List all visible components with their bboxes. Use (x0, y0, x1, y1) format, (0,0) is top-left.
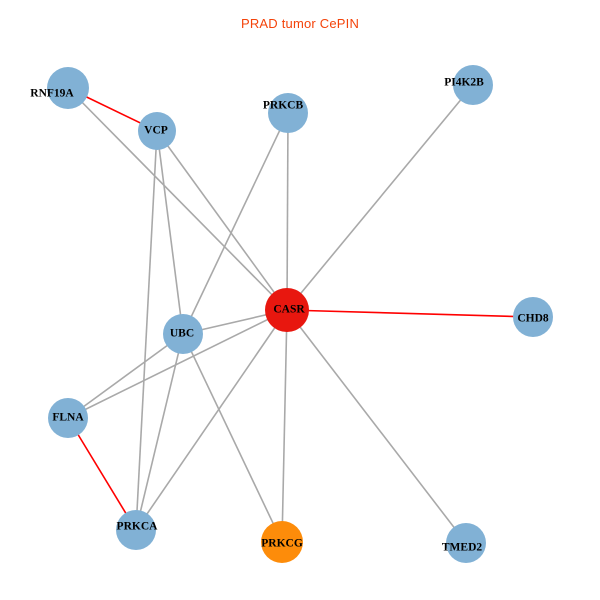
edge-vcp-casr (156, 130, 288, 311)
node-chd8[interactable]: CHD8 (513, 297, 553, 337)
edge-pi4k2b-casr (286, 84, 474, 311)
edge-vcp-prkca (135, 130, 158, 531)
edge-casr-tmed2 (286, 309, 467, 544)
node-label-prkca: PRKCA (117, 521, 159, 533)
node-pi4k2b[interactable]: PI4K2B (444, 65, 493, 105)
node-prkca[interactable]: PRKCA (116, 510, 158, 550)
node-label-chd8: CHD8 (517, 313, 549, 325)
node-tmed2[interactable]: TMED2 (442, 523, 486, 563)
node-circle-flna[interactable] (48, 398, 88, 438)
edge-flna-prkca (67, 417, 137, 531)
edge-prkcb-ubc (182, 112, 289, 335)
node-label-vcp: VCP (144, 125, 168, 137)
node-circle-rnf19a[interactable] (47, 67, 89, 109)
node-circle-ubc[interactable] (163, 314, 203, 354)
node-prkcb[interactable]: PRKCB (263, 93, 308, 133)
node-circle-chd8[interactable] (513, 297, 553, 337)
page-title: PRAD tumor CePIN (240, 16, 360, 31)
edge-casr-prkcg (281, 309, 288, 543)
node-circle-casr[interactable] (265, 288, 309, 332)
edge-layer (67, 84, 534, 544)
edge-vcp-ubc (156, 130, 184, 335)
node-label-prkcb: PRKCB (263, 100, 304, 112)
node-circle-prkcb[interactable] (268, 93, 308, 133)
node-label-rnf19a: RNF19A (30, 88, 74, 100)
node-rnf19a[interactable]: RNF19A (30, 67, 89, 109)
edge-ubc-prkcg (182, 333, 283, 543)
node-circle-tmed2[interactable] (446, 523, 486, 563)
node-circle-prkcg[interactable] (261, 521, 303, 563)
node-flna[interactable]: FLNA (48, 398, 88, 438)
edge-ubc-prkca (135, 333, 184, 531)
edge-casr-flna (67, 309, 288, 419)
node-circle-vcp[interactable] (138, 112, 176, 150)
edge-ubc-flna (67, 333, 184, 419)
node-ubc[interactable]: UBC (163, 314, 203, 354)
edge-casr-chd8 (286, 309, 534, 318)
edge-casr-prkca (135, 309, 288, 531)
node-prkcg[interactable]: PRKCG (261, 521, 303, 563)
node-label-flna: FLNA (52, 412, 84, 424)
node-vcp[interactable]: VCP (138, 112, 176, 150)
node-label-tmed2: TMED2 (442, 542, 483, 554)
node-label-casr: CASR (273, 304, 305, 316)
node-label-ubc: UBC (170, 328, 194, 340)
node-layer: RNF19A VCP PRKCB PI4K2B CASR CHD8 UBC FLNA PRKCA… (30, 65, 553, 563)
node-label-prkcg: PRKCG (261, 538, 303, 550)
edge-prkcb-casr (286, 112, 289, 311)
node-circle-pi4k2b[interactable] (453, 65, 493, 105)
edge-rnf19a-casr (67, 87, 288, 311)
node-label-pi4k2b: PI4K2B (444, 77, 484, 89)
node-circle-prkca[interactable] (116, 510, 156, 550)
node-casr[interactable]: CASR (265, 288, 309, 332)
